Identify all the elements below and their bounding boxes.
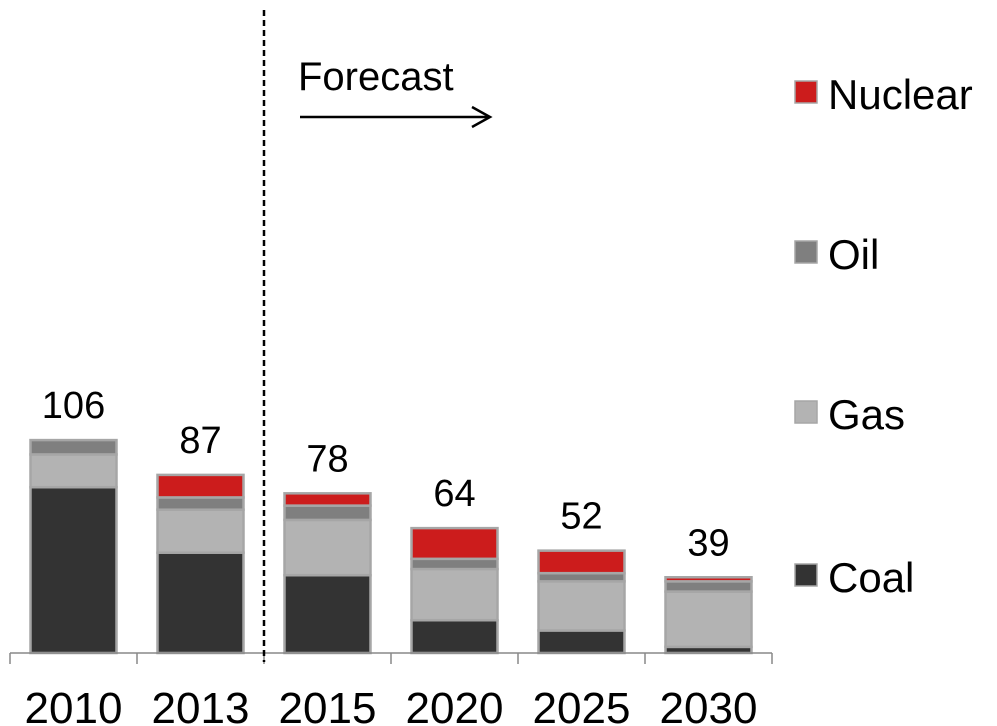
bar-segment-coal [410,618,499,655]
forecast-label: Forecast [298,55,454,99]
bar-group [29,438,753,655]
bar-segment-coal [29,485,118,655]
bar-segment-coal [283,573,372,655]
bar-segment-nuclear [664,576,753,583]
x-tick-label: 2013 [152,684,250,726]
x-tick-label: 2025 [533,684,631,726]
bar-segment-nuclear [410,526,499,561]
total-label: 78 [306,438,348,480]
bar-segment-nuclear [156,473,245,499]
legend-swatch-nuclear [794,80,818,104]
legend-swatch-coal [794,563,818,587]
x-tick-label: 2030 [660,684,758,726]
bar-segment-oil [664,580,753,593]
legend-label-oil: Oil [828,231,879,278]
total-label: 39 [687,522,729,564]
bar-segment-gas [410,567,499,622]
bar-segment-oil [29,438,118,456]
total-label: 52 [560,496,602,538]
bar-segment-coal [537,629,626,655]
legend-label-gas: Gas [828,391,905,438]
bar-segment-gas [156,508,245,554]
forecast-arrow-icon [300,105,493,129]
total-labels: 106 87 78 64 52 39 [42,385,730,564]
x-axis: 2010 2013 2015 2020 2025 2030 [9,652,773,726]
total-label: 106 [42,385,105,427]
bar-segment-oil [410,557,499,571]
total-label: 64 [433,473,475,515]
legend-label-nuclear: Nuclear [828,71,973,118]
bar-segment-nuclear [283,492,372,507]
bar-segment-gas [537,580,626,632]
bar-segment-oil [283,504,372,522]
x-tick-label: 2020 [406,684,504,726]
legend-swatch-gas [794,400,818,424]
x-tick-label: 2010 [25,684,123,726]
total-label: 87 [179,420,221,462]
bar-segment-nuclear [537,549,626,575]
legend-swatch-oil [794,240,818,264]
bar-segment-gas [283,518,372,577]
legend: Nuclear Oil Gas Coal [794,71,973,601]
bar-segment-coal [156,551,245,655]
bar-segment-oil [156,496,245,511]
legend-label-coal: Coal [828,554,914,601]
bar-segment-gas [664,590,753,649]
bar-segment-gas [29,453,118,489]
x-tick-label: 2015 [279,684,377,726]
